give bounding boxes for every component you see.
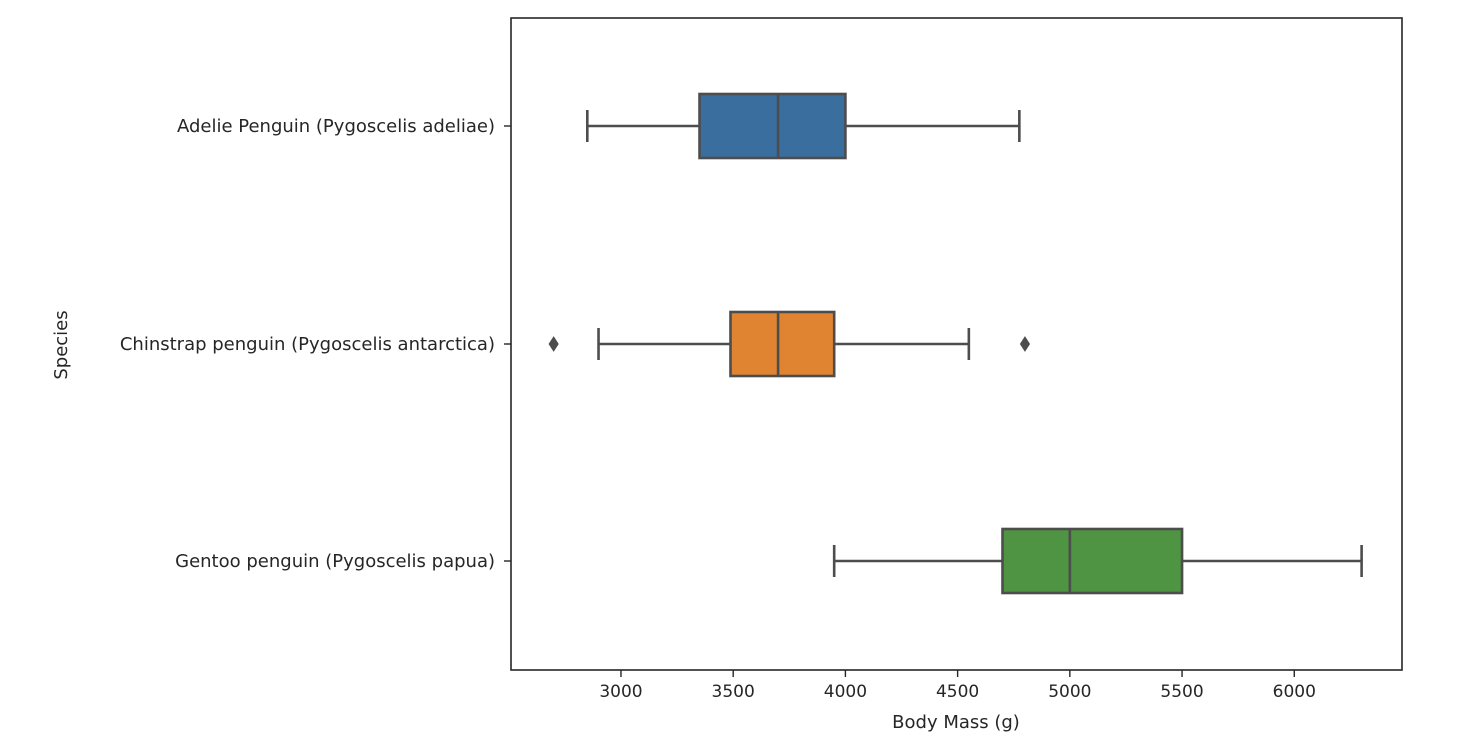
x-axis-title: Body Mass (g)	[892, 712, 1020, 733]
box-series	[548, 92, 1363, 595]
y-category-label: Chinstrap penguin (Pygoscelis antarctica…	[120, 334, 495, 355]
x-axis: 3000 3500 4000 4500 5000 5500 6000	[599, 670, 1316, 702]
box-group	[832, 527, 1363, 595]
outlier-point	[1019, 336, 1031, 352]
outlier-point	[548, 336, 559, 352]
x-tick-label: 4500	[936, 682, 979, 702]
y-category-label: Adelie Penguin (Pygoscelis adeliae)	[177, 116, 495, 137]
x-tick-label: 4000	[824, 682, 867, 702]
iqr-box	[1001, 527, 1184, 595]
x-tick-label: 5000	[1048, 682, 1091, 702]
x-tick-label: 3000	[599, 682, 642, 702]
y-category-label: Gentoo penguin (Pygoscelis papua)	[175, 551, 495, 572]
iqr-box	[729, 310, 836, 378]
iqr-box	[698, 92, 847, 160]
x-tick-label: 3500	[712, 682, 755, 702]
box-group	[548, 310, 1031, 378]
y-axis-title: Species	[51, 310, 72, 379]
x-tick-label: 6000	[1273, 682, 1316, 702]
box-group	[586, 92, 1021, 160]
x-tick-label: 5500	[1160, 682, 1203, 702]
y-axis: Adelie Penguin (Pygoscelis adeliae) Chins…	[120, 116, 511, 572]
